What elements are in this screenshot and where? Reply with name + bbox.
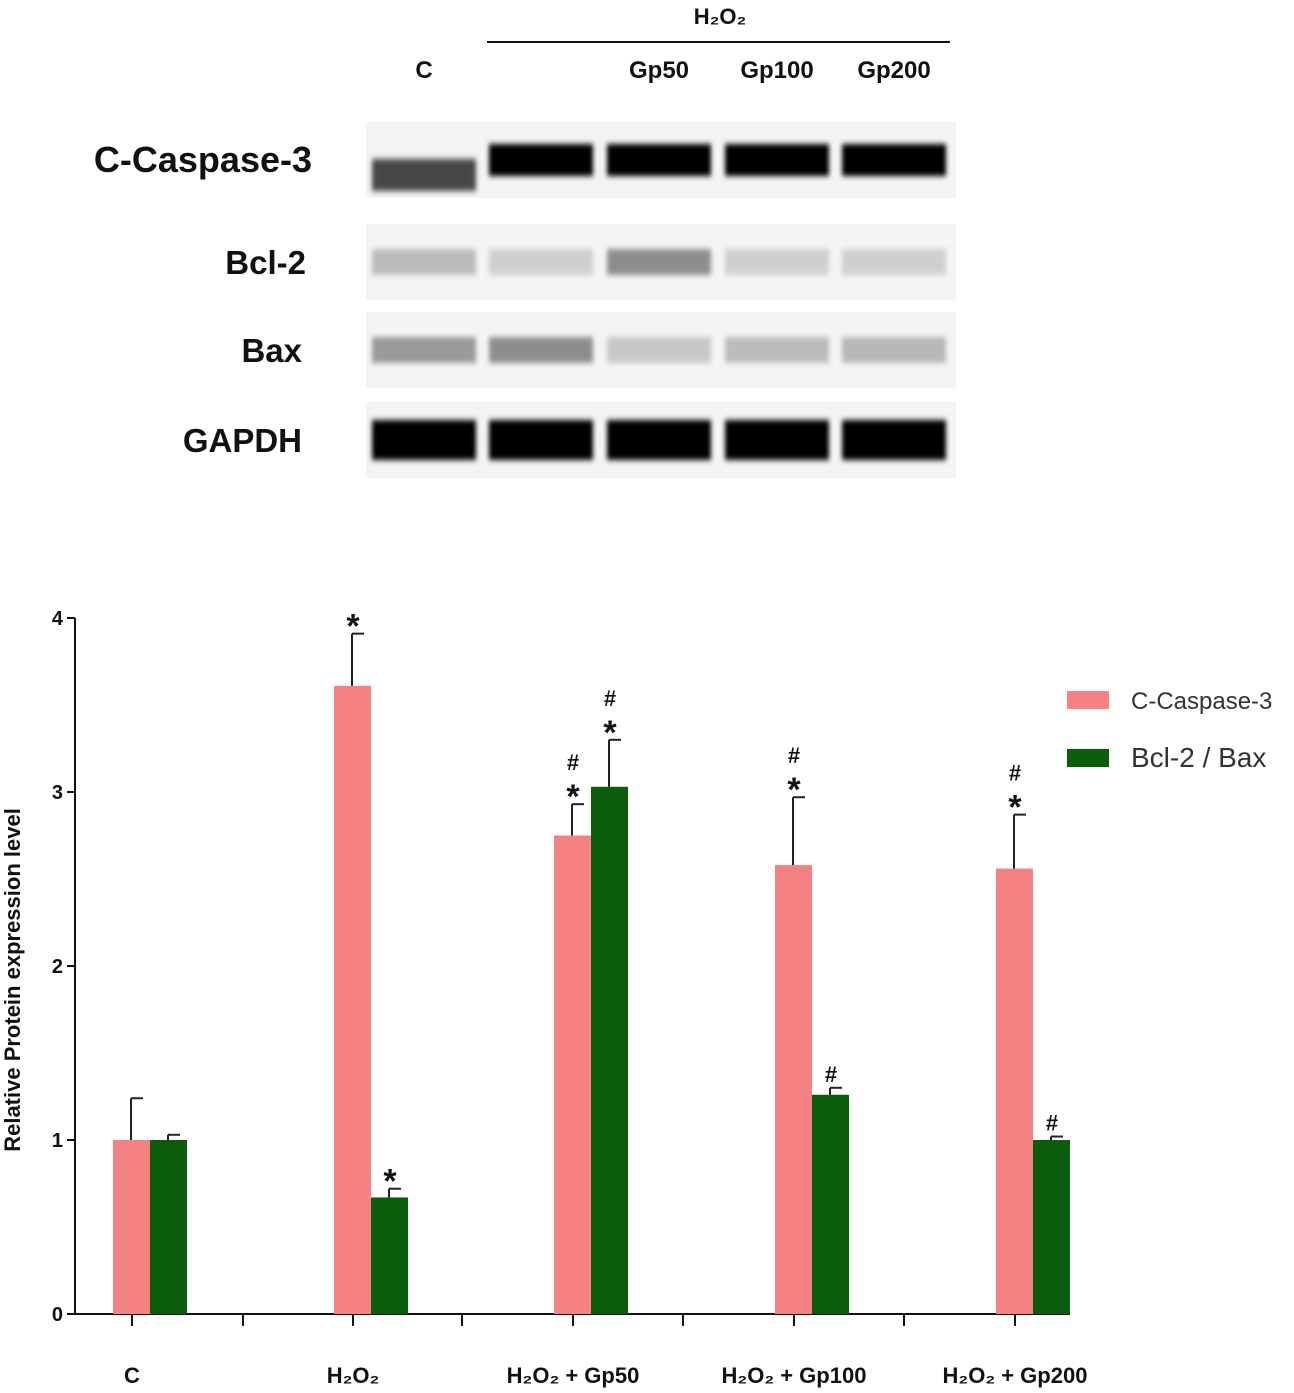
blot-row-label: GAPDH bbox=[183, 422, 302, 459]
significance-hash: # bbox=[1046, 1111, 1058, 1136]
significance-star: * bbox=[603, 714, 617, 752]
blot-band bbox=[842, 144, 946, 176]
blot-band bbox=[725, 144, 829, 176]
blot-band bbox=[372, 420, 476, 460]
lane-label: Gp100 bbox=[740, 57, 813, 84]
significance-star: * bbox=[787, 771, 801, 809]
y-tick-label: 2 bbox=[52, 956, 63, 978]
lane-label: C bbox=[415, 57, 432, 84]
lane-label: Gp50 bbox=[629, 57, 689, 84]
blot-band bbox=[489, 144, 593, 176]
y-axis-label: Relative Protein expression level bbox=[0, 808, 25, 1152]
bar-c-caspase-3 bbox=[775, 865, 812, 1314]
bar-chart: Relative Protein expression level 0 1 2 3 4 C… bbox=[0, 608, 1272, 1388]
blot-band bbox=[607, 337, 711, 363]
blot-band bbox=[372, 159, 476, 191]
x-tick-label: H₂O₂ + Gp100 bbox=[722, 1363, 867, 1388]
blot-band bbox=[489, 337, 593, 363]
bar-bcl2-bax bbox=[591, 786, 628, 1314]
blot-band bbox=[725, 420, 829, 460]
blot-band bbox=[372, 337, 476, 363]
bar-bcl2-bax bbox=[812, 1094, 849, 1314]
significance-star: * bbox=[566, 778, 580, 816]
blot-band bbox=[842, 249, 946, 275]
significance-hash: # bbox=[788, 743, 800, 768]
bar-bcl2-bax bbox=[1033, 1140, 1070, 1314]
bar-bcl2-bax bbox=[150, 1140, 187, 1314]
blot-row-label: Bax bbox=[241, 332, 302, 369]
blot-band bbox=[725, 337, 829, 363]
bar-c-caspase-3 bbox=[113, 1140, 150, 1314]
lane-label: Gp200 bbox=[857, 57, 930, 84]
legend-label: Bcl-2 / Bax bbox=[1131, 742, 1266, 773]
x-tick-label: H₂O₂ + Gp200 bbox=[943, 1363, 1088, 1388]
significance-hash: # bbox=[604, 686, 616, 711]
x-tick-label: C bbox=[124, 1363, 140, 1388]
blot-row-label: Bcl-2 bbox=[225, 244, 306, 281]
y-tick-label: 0 bbox=[52, 1304, 63, 1326]
blot-row-label: C-Caspase-3 bbox=[94, 139, 312, 180]
blot-group-header: H₂O₂ bbox=[694, 4, 747, 29]
bar-bcl2-bax bbox=[371, 1197, 408, 1314]
significance-hash: # bbox=[1009, 761, 1021, 786]
legend-swatch bbox=[1067, 691, 1109, 709]
significance-hash: # bbox=[825, 1062, 837, 1087]
y-tick-label: 1 bbox=[52, 1130, 63, 1152]
significance-star: * bbox=[1008, 789, 1022, 827]
x-tick-label: H₂O₂ + Gp50 bbox=[507, 1363, 640, 1388]
blot-band bbox=[489, 420, 593, 460]
blot-band bbox=[842, 337, 946, 363]
blot-band bbox=[725, 249, 829, 275]
blot-band bbox=[607, 249, 711, 275]
x-tick-label: H₂O₂ bbox=[327, 1363, 380, 1388]
bar-c-caspase-3 bbox=[996, 868, 1033, 1314]
bar-c-caspase-3 bbox=[334, 685, 371, 1314]
significance-hash: # bbox=[567, 750, 579, 775]
significance-star: * bbox=[346, 608, 360, 646]
blot-band bbox=[607, 144, 711, 176]
legend-swatch bbox=[1067, 749, 1109, 767]
blot-band bbox=[489, 249, 593, 275]
y-tick-label: 3 bbox=[52, 782, 63, 804]
western-blot-panel: H₂O₂ C Gp50 Gp100 Gp200 C-Caspase-3 Bcl-2 Bax G… bbox=[94, 4, 956, 478]
blot-band bbox=[372, 249, 476, 275]
blot-band bbox=[842, 420, 946, 460]
legend-label: C-Caspase-3 bbox=[1131, 688, 1272, 715]
significance-star: * bbox=[383, 1163, 397, 1201]
y-tick-label: 4 bbox=[52, 608, 64, 630]
bar-c-caspase-3 bbox=[554, 835, 591, 1314]
blot-band bbox=[607, 420, 711, 460]
